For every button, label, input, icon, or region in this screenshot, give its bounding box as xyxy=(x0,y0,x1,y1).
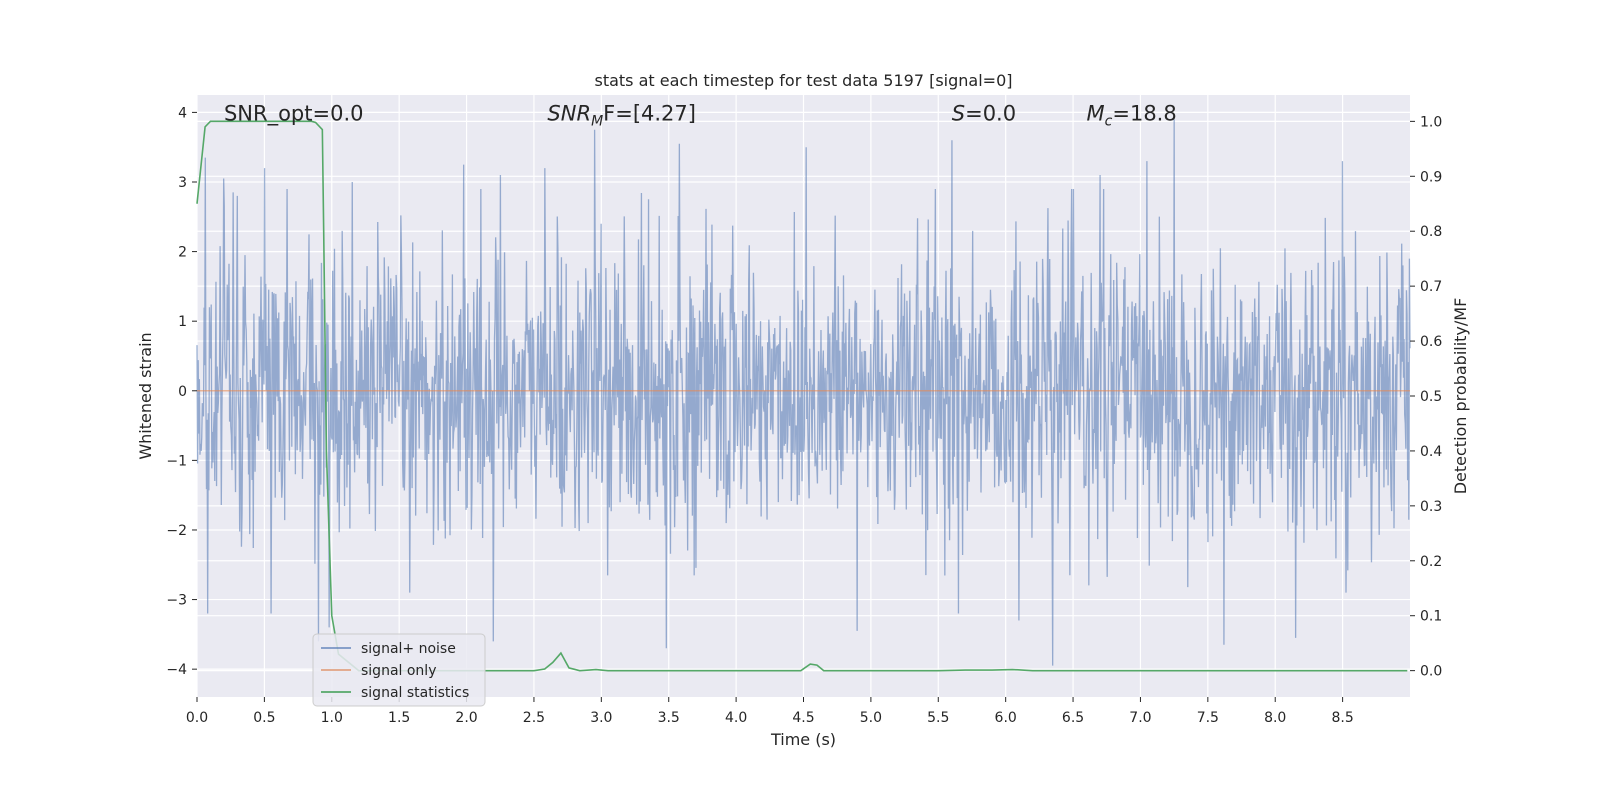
x-tick-label: 4.0 xyxy=(725,710,747,726)
x-tick-label: 6.5 xyxy=(1062,710,1084,726)
y-axis-right: 1.0 0.9 0.8 0.7 0.6 0.5 0.4 0.3 0.2 0.1 0.0 xyxy=(1410,114,1442,680)
signal-plus-noise-line xyxy=(196,119,1411,666)
annotations: SNR_opt=0.0 SNRMF=[4.27] S=0.0 Mc=18.8 xyxy=(224,101,1177,129)
x-tick-label: 5.0 xyxy=(860,710,882,726)
x-tick-label: 0.5 xyxy=(253,710,275,726)
y-right-tick-label: 0.2 xyxy=(1420,554,1442,570)
y-tick-label: −2 xyxy=(166,523,187,539)
x-tick-label: 2.0 xyxy=(455,710,477,726)
annotation-rest: =0.0 xyxy=(965,101,1016,125)
annotation-rest: F=[4.27] xyxy=(603,101,696,125)
y-right-tick-label: 0.3 xyxy=(1420,499,1442,515)
annotation-rest: =18.8 xyxy=(1112,101,1176,125)
annotation-sub: c xyxy=(1105,113,1113,129)
y-right-tick-label: 0.9 xyxy=(1420,169,1442,185)
series-signal-plus-noise xyxy=(196,119,1411,666)
y-right-tick-label: 0.1 xyxy=(1420,609,1442,625)
x-tick-label: 5.5 xyxy=(927,710,949,726)
annotation-1: SNRMF=[4.27] xyxy=(547,101,696,129)
annotation-3: Mc=18.8 xyxy=(1087,101,1177,129)
annotation-2: S=0.0 xyxy=(952,101,1016,125)
y-tick-label: −4 xyxy=(166,662,187,678)
y-axis-right-label: Detection probability/MF xyxy=(1451,298,1470,495)
x-tick-label: 7.0 xyxy=(1129,710,1151,726)
y-tick-label: 1 xyxy=(178,314,187,330)
chart-title: stats at each timestep for test data 519… xyxy=(594,71,1012,90)
x-tick-label: 4.5 xyxy=(792,710,814,726)
x-tick-label: 7.5 xyxy=(1197,710,1219,726)
x-tick-label: 1.5 xyxy=(388,710,410,726)
y-tick-label: 3 xyxy=(178,175,187,191)
x-tick-label: 2.5 xyxy=(523,710,545,726)
y-axis-left: 4 3 2 1 0 −1 −2 −3 −4 xyxy=(166,105,197,678)
legend-label: signal only xyxy=(361,663,436,679)
series-signal-statistics xyxy=(196,120,1408,672)
annotation-main: SNR xyxy=(547,101,591,125)
annotation-sub: M xyxy=(591,113,603,129)
legend-box xyxy=(312,633,486,707)
annotation-0: SNR_opt=0.0 xyxy=(224,101,364,126)
x-axis: 0.0 0.5 1.0 1.5 2.0 2.5 3.0 3.5 4.0 4.5 5.0 5.5 6.0 6… xyxy=(186,697,1354,726)
x-tick-label: 3.0 xyxy=(590,710,612,726)
y-tick-label: 2 xyxy=(178,245,187,261)
x-tick-label: 3.5 xyxy=(658,710,680,726)
annotation-main: M xyxy=(1087,101,1105,125)
y-right-tick-label: 0.4 xyxy=(1420,444,1442,460)
legend-label: signal statistics xyxy=(361,685,469,701)
x-tick-label: 0.0 xyxy=(186,710,208,726)
y-tick-label: 0 xyxy=(178,384,187,400)
annotation-main: S xyxy=(952,101,965,125)
y-right-tick-label: 0.6 xyxy=(1420,334,1442,350)
x-tick-label: 8.0 xyxy=(1264,710,1286,726)
x-tick-label: 1.0 xyxy=(321,710,343,726)
y-axis-label: Whitened strain xyxy=(136,332,155,459)
signal-statistics-line xyxy=(196,120,1408,672)
y-tick-label: −3 xyxy=(166,593,187,609)
legend: signal+ noise signal only signal statistic… xyxy=(312,633,486,707)
y-tick-label: 4 xyxy=(178,105,187,121)
x-axis-label: Time (s) xyxy=(770,730,836,749)
y-right-tick-label: 0.8 xyxy=(1420,224,1442,240)
y-tick-label: −1 xyxy=(166,453,187,469)
y-right-tick-label: 0.5 xyxy=(1420,389,1442,405)
y-right-tick-label: 0.7 xyxy=(1420,279,1442,295)
x-tick-label: 8.5 xyxy=(1331,710,1353,726)
y-right-tick-label: 0.0 xyxy=(1420,664,1442,680)
y-right-tick-label: 1.0 xyxy=(1420,114,1442,130)
legend-label: signal+ noise xyxy=(361,641,456,657)
x-tick-label: 6.0 xyxy=(995,710,1017,726)
